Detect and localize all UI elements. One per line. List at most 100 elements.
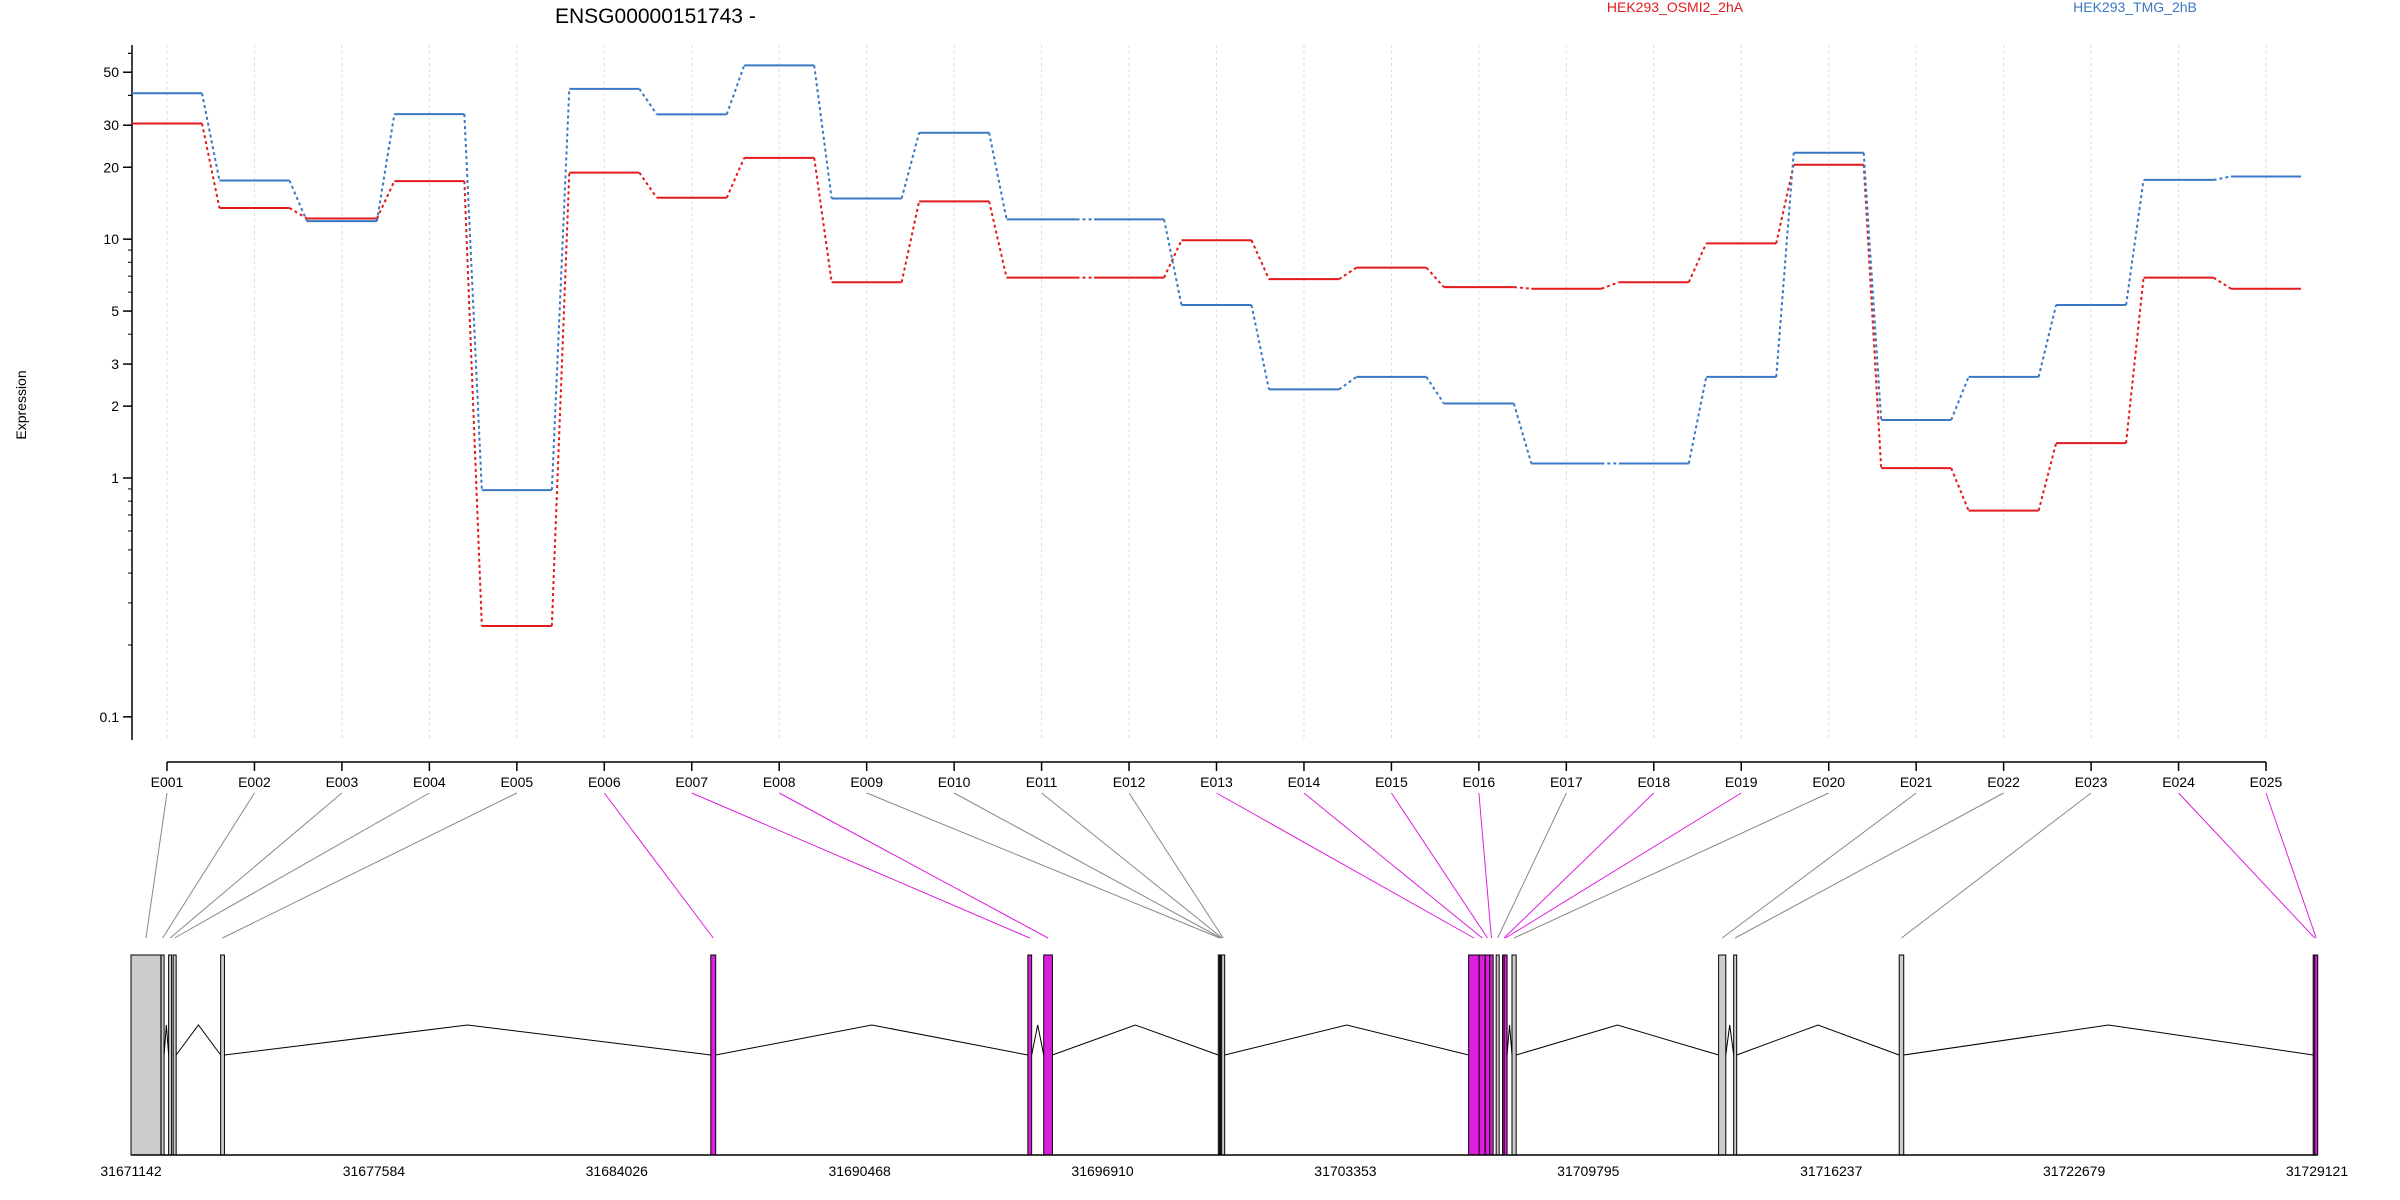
exon-box-E021 [1718,954,1727,1156]
y-tick-label: 50 [103,64,119,80]
genomic-tick-label: 31729121 [2286,1163,2349,1179]
connector-E015 [1425,376,1445,405]
connector-E008 [813,157,833,283]
connector-E019 [1775,152,1795,377]
connector-E013 [1250,239,1270,280]
genomic-tick-label: 31690468 [829,1163,892,1179]
connector-E016 [1512,403,1533,464]
connector-E023 [2125,277,2145,444]
exon-box-E005 [220,954,225,1156]
connector-E003 [376,180,396,219]
link-E020 [1513,792,1829,939]
connector-E018 [1687,242,1708,283]
intron-5 [1031,1024,1045,1056]
genomic-tick-label: 31696910 [1071,1163,1134,1179]
connector-E021 [1950,376,1970,421]
link-E021 [1721,792,1917,939]
link-E023 [1901,792,2092,939]
connector-E023 [2125,179,2145,306]
exon-box-E017 [1495,954,1500,1156]
connector-E001 [201,93,221,181]
y-tick-label: 0.1 [100,709,120,725]
link-E025 [2265,792,2317,939]
connector-E004 [463,181,483,627]
link-E015 [1390,792,1488,939]
x-tick-label-E012: E012 [1113,774,1146,790]
connector-E016 [1513,286,1532,290]
connector-E006 [638,172,658,199]
x-tick-label-E003: E003 [326,774,359,790]
y-tick-label: 10 [103,231,119,247]
y-tick-label: 5 [111,303,119,319]
genomic-tick-label: 31716237 [1800,1163,1863,1179]
exon-box-E014 [1478,954,1486,1156]
link-E019 [1505,792,1742,939]
x-tick-label-E005: E005 [500,774,533,790]
link-E004 [174,792,430,939]
connector-E014 [1338,376,1357,391]
gene-axis: 31671142 31677584 31684026 31690468 31696910… [100,1154,2349,1179]
grid-layer [166,45,2267,740]
link-E011 [1041,792,1223,939]
y-tick-label: 3 [111,356,119,372]
link-E007 [691,792,1030,939]
connector-E001 [201,123,221,209]
x-tick-label-E001: E001 [151,774,184,790]
exon-box-E023 [1898,954,1905,1156]
link-E013 [1216,792,1475,939]
connector-E010 [988,201,1008,278]
intron-10 [1725,1024,1735,1056]
connector-E017 [1600,281,1620,290]
connector-E002 [288,207,308,220]
connector-E009 [900,201,921,283]
link-E001 [145,792,168,939]
x-tick-label-E020: E020 [1812,774,1845,790]
exon-box-E020 [1511,954,1517,1156]
y-axis-label: Expression [13,370,29,439]
link-E022 [1734,792,2004,939]
connector-E021 [1950,467,1970,512]
x-tick-label-E021: E021 [1900,774,1933,790]
series-2 [132,64,2301,492]
intron-4 [715,1024,1028,1056]
exon-box-E006 [710,954,717,1156]
connector-E020 [1862,164,1883,469]
exon-box-E025 [2314,954,2319,1156]
connector-E024 [2213,276,2232,290]
link-E005 [222,792,518,939]
y-tick-label: 30 [103,117,119,133]
link-E018 [1503,792,1655,939]
genomic-tick-label: 31722679 [2043,1163,2106,1179]
connector-E012 [1163,219,1183,306]
intron-12 [1903,1024,2314,1056]
exon-box-E003 [168,954,173,1156]
x-tick-label-E022: E022 [1987,774,2020,790]
connector-E002 [288,180,308,222]
intron-8 [1506,1024,1513,1056]
link-E003 [169,792,343,939]
x-tick-label-E017: E017 [1550,774,1583,790]
intron-7 [1224,1024,1469,1056]
connector-E012 [1163,239,1183,279]
legend-series-2: HEK293_TMG_2hB [2073,0,2197,15]
connector-E010 [988,132,1008,220]
connector-E005 [550,172,571,627]
connector-E018 [1687,376,1708,464]
intron-6 [1052,1024,1219,1056]
connector-E007 [725,157,746,199]
genomic-tick-label: 31677584 [343,1163,406,1179]
link-E014 [1303,792,1483,939]
x-tick-label-E007: E007 [675,774,708,790]
connector-E005 [550,88,571,491]
genomic-tick-label: 31671142 [100,1163,161,1179]
link-E008 [778,792,1049,939]
x-tick-label-E010: E010 [938,774,971,790]
x-tick-label-E025: E025 [2250,774,2283,790]
genomic-tick-label: 31703353 [1314,1163,1377,1179]
connector-E008 [813,65,833,199]
intron-3 [224,1024,711,1056]
exon-box-E013 [1468,954,1480,1156]
link-E009 [866,792,1220,939]
x-tick-label-E015: E015 [1375,774,1408,790]
